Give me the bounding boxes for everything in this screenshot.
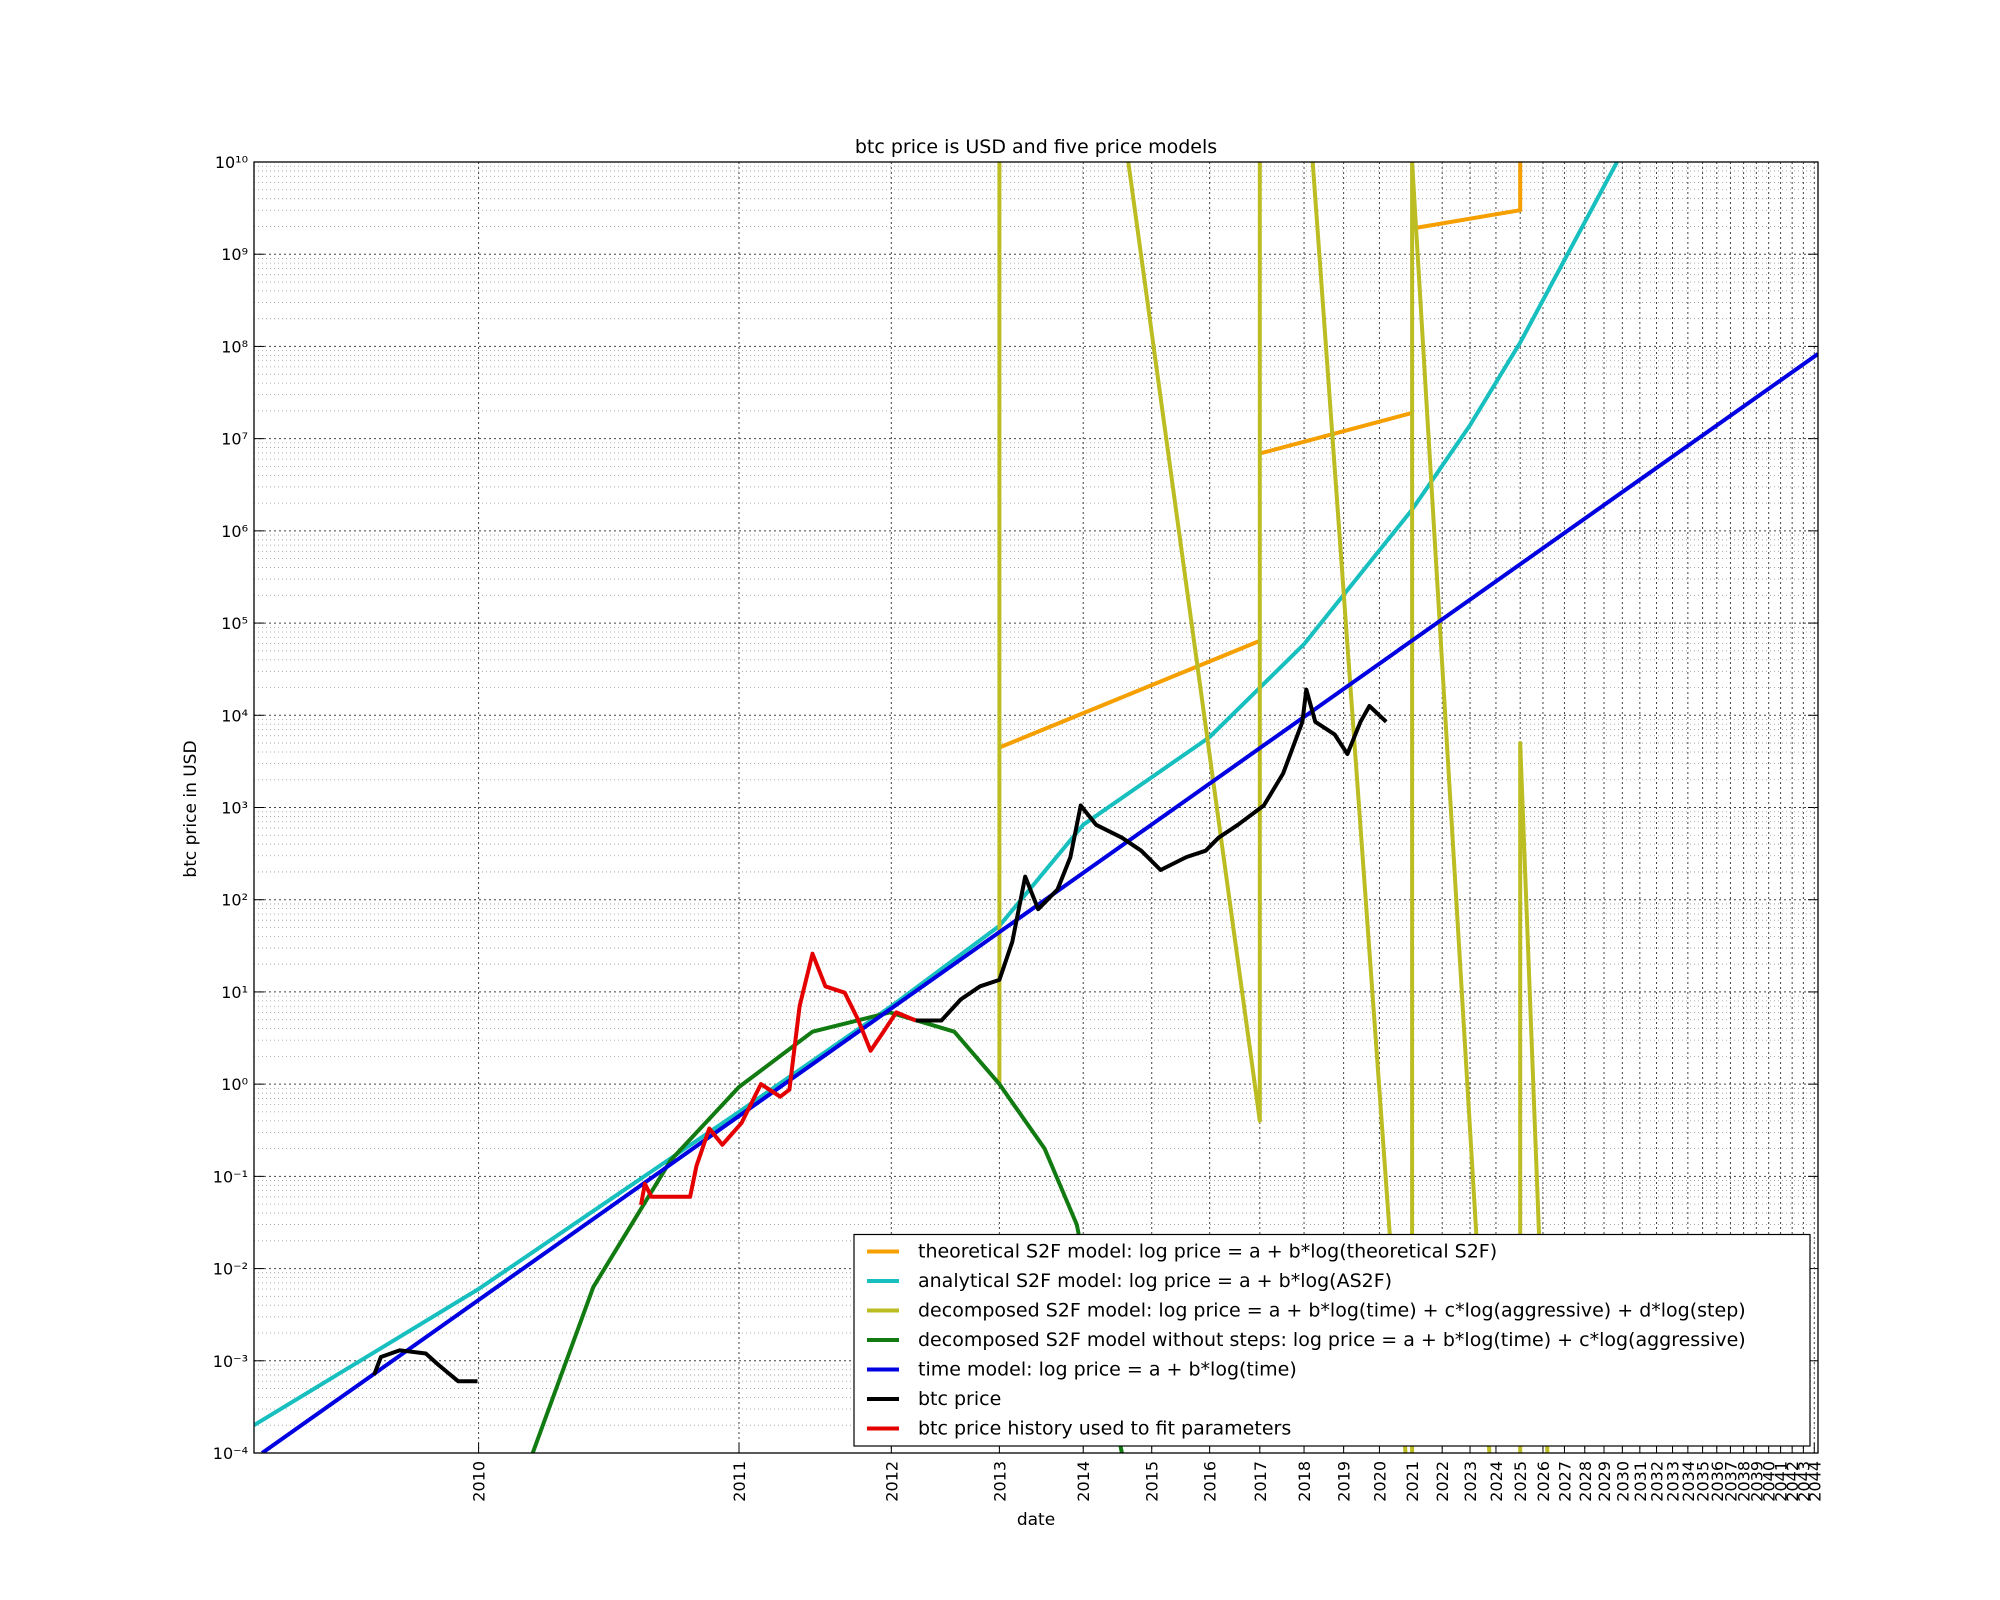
x-tick-label: 2026 [1534, 1461, 1553, 1502]
y-tick-label: 10⁸ [221, 337, 248, 356]
x-tick-label: 2029 [1595, 1461, 1614, 1502]
x-tick-label: 2034 [1679, 1461, 1698, 1502]
x-tick-label: 2020 [1370, 1461, 1389, 1502]
x-tick-label: 2037 [1721, 1461, 1740, 1502]
y-tick-label: 10² [221, 891, 248, 910]
y-tick-label: 10⁻⁴ [213, 1444, 248, 1463]
x-axis-label: date [1017, 1510, 1055, 1530]
x-tick-label: 2022 [1433, 1461, 1452, 1502]
x-tick-label: 2015 [1143, 1461, 1162, 1502]
x-tick-label: 2023 [1461, 1461, 1480, 1502]
x-tick-label: 2017 [1251, 1461, 1270, 1502]
y-tick-label: 10¹ [221, 983, 248, 1002]
x-tick-label: 2019 [1335, 1461, 1354, 1502]
chart-title: btc price is USD and five price models [855, 136, 1217, 158]
y-tick-label: 10⁹ [221, 245, 248, 264]
x-tick-label: 2021 [1403, 1461, 1422, 1502]
x-tick-label: 2038 [1735, 1461, 1754, 1502]
y-tick-label: 10⁻³ [213, 1352, 248, 1371]
x-tick-label: 2028 [1576, 1461, 1595, 1502]
series-line [530, 1010, 1124, 1453]
series-line [997, 162, 1550, 1453]
x-tick-label: 2014 [1074, 1461, 1093, 1502]
x-tick-label: 2043 [1794, 1461, 1813, 1502]
x-tick-label: 2032 [1648, 1461, 1667, 1502]
y-tick-label: 10⁵ [221, 614, 248, 633]
x-tick-label: 2035 [1694, 1461, 1713, 1502]
x-tick-label: 2011 [730, 1461, 749, 1502]
y-tick-label: 10⁷ [221, 430, 248, 449]
series-line [254, 162, 1619, 1427]
legend-label: time model: log price = a + b*log(time) [918, 1359, 1297, 1381]
y-tick-label: 10⁰ [221, 1075, 248, 1094]
x-tick-label: 2041 [1772, 1461, 1791, 1502]
x-tick-label: 2031 [1631, 1461, 1650, 1502]
legend-label: theoretical S2F model: log price = a + b… [918, 1241, 1497, 1263]
plot-area [254, 162, 1818, 1453]
x-tick-label: 2033 [1664, 1461, 1683, 1502]
x-tick-label: 2024 [1487, 1461, 1506, 1502]
y-tick-label: 10³ [221, 799, 248, 818]
x-tick-label: 2013 [990, 1461, 1009, 1502]
x-tick-label: 2027 [1555, 1461, 1574, 1502]
legend-label: btc price [918, 1388, 1001, 1410]
x-tick-label: 2018 [1295, 1461, 1314, 1502]
series-line [639, 951, 917, 1206]
x-tick-label: 2016 [1201, 1461, 1220, 1502]
x-tick-label: 2012 [882, 1461, 901, 1502]
x-tick-label: 2044 [1805, 1461, 1824, 1502]
x-tick-label: 2025 [1511, 1461, 1530, 1502]
x-tick-label: 2030 [1613, 1461, 1632, 1502]
legend-label: analytical S2F model: log price = a + b*… [918, 1270, 1392, 1292]
x-tick-label: 2036 [1708, 1461, 1727, 1502]
legend-label: btc price history used to fit parameters [918, 1418, 1291, 1440]
x-tick-label: 2039 [1747, 1461, 1766, 1502]
plot-frame [253, 161, 1819, 1454]
x-tick-label: 2042 [1783, 1461, 1802, 1502]
y-tick-label: 10⁻² [213, 1260, 248, 1279]
y-tick-label: 10¹⁰ [215, 153, 248, 172]
y-axis-label: btc price in USD [181, 740, 201, 877]
y-tick-label: 10⁻¹ [213, 1167, 248, 1186]
x-tick-label: 2040 [1760, 1461, 1779, 1502]
legend-label: decomposed S2F model: log price = a + b*… [918, 1300, 1746, 1322]
y-tick-label: 10⁶ [221, 522, 248, 541]
series-line [998, 162, 1523, 750]
x-tick-label: 2010 [470, 1461, 489, 1502]
y-tick-label: 10⁴ [221, 706, 248, 725]
legend-label: decomposed S2F model without steps: log … [918, 1329, 1746, 1351]
series-line [372, 687, 1388, 1384]
legend-box [853, 1233, 1811, 1447]
